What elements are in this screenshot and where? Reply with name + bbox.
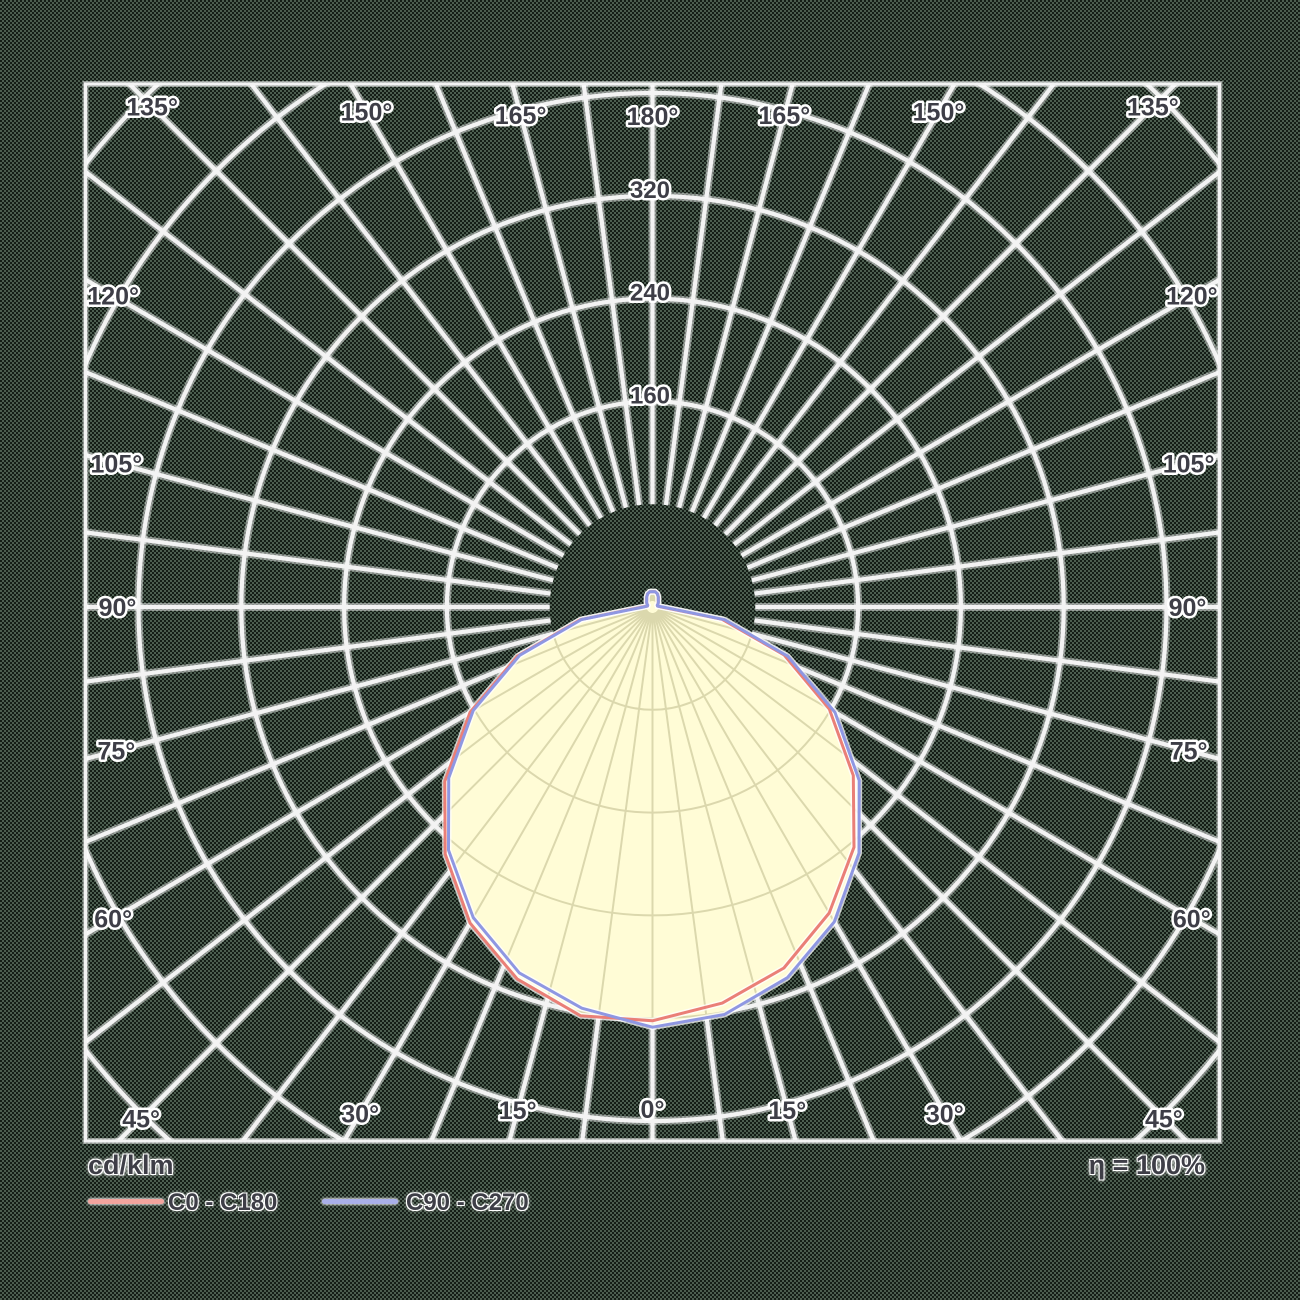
angle-label: 75° (1170, 738, 1208, 766)
grid-ray (510, 84, 628, 509)
angle-label: 165° (759, 102, 811, 130)
grid-ray (85, 452, 554, 583)
radial-unit-label: cd/klm (88, 1150, 174, 1180)
grid-ray (433, 84, 616, 513)
grid-ray (85, 656, 565, 937)
inner-grid-ray (653, 612, 773, 1028)
grid-ray (85, 530, 551, 596)
angle-label: 150° (341, 99, 393, 127)
grid-ray (732, 169, 1220, 547)
angle-label: 45° (1145, 1105, 1183, 1133)
ring-label: 240 (630, 280, 670, 307)
grid-ray (702, 84, 957, 520)
inner-grid-ray (652, 612, 714, 1028)
angle-label: 15° (499, 1097, 537, 1125)
angle-label: 60° (1173, 905, 1211, 933)
angle-label: 45° (122, 1105, 160, 1133)
grid-ray (751, 452, 1220, 583)
grid-ray (348, 84, 603, 520)
grid-ray (85, 169, 573, 547)
inner-grid-ray (591, 612, 653, 1028)
inner-grid-ray (444, 607, 647, 728)
grid-ray (677, 84, 795, 509)
grid-ray (126, 84, 582, 536)
efficiency-label: η = 100% (1088, 1150, 1205, 1180)
ring-label: 320 (630, 177, 670, 204)
grid-ray (713, 84, 1057, 527)
grid-ray (754, 530, 1220, 596)
ring-label: 160 (630, 382, 670, 409)
angle-label: 135° (126, 94, 178, 122)
legend-swatch-c0 (88, 1199, 164, 1204)
inner-grid-ray (655, 611, 860, 973)
grid-ray (663, 84, 724, 506)
grid-ray (248, 84, 592, 527)
angle-label: 165° (495, 102, 547, 130)
ring-labels: 160 240 320 (627, 174, 672, 412)
grid-ray (85, 644, 559, 845)
angle-label: 120° (87, 283, 139, 311)
angle-label: 90° (1169, 594, 1207, 622)
legend-swatch-c90 (322, 1199, 398, 1204)
grid-ray (751, 631, 1220, 762)
angle-label: 120° (1166, 283, 1218, 311)
angle-label: 105° (1163, 450, 1215, 478)
grid-ray (754, 618, 1220, 684)
curve-fill-c0 (444, 591, 854, 1021)
intensity-curve-c90-c270 (447, 590, 861, 1029)
inner-grid-ray (444, 611, 650, 973)
legend-label-c0: C0 - C180 (168, 1189, 278, 1216)
grid-ray (85, 631, 554, 762)
angle-label: 135° (1127, 94, 1179, 122)
angle-label: 30° (926, 1100, 964, 1128)
angle-label: 90° (99, 594, 137, 622)
inner-grid-ray (532, 612, 652, 1028)
angle-label: 30° (341, 1100, 379, 1128)
angle-label: 150° (913, 99, 965, 127)
grid-ray (85, 369, 559, 570)
inner-grid-ray (656, 610, 860, 933)
angle-label: 0° (641, 1096, 665, 1124)
grid-ray (85, 277, 565, 558)
grid-ray (581, 84, 642, 506)
angle-label: 105° (91, 450, 143, 478)
angle-label: 75° (97, 738, 135, 766)
grid-ray (740, 656, 1220, 937)
angle-labels: 0° 15° 15° 30° 30° 45° 45° 60° 60° 75° 75° 90° 90° 10… (85, 91, 1220, 1136)
grid-ray (746, 644, 1220, 845)
inner-grid-ray (658, 607, 860, 728)
inner-grid-ray (444, 610, 649, 933)
inner-grid-ray (656, 609, 860, 888)
grid-ray (746, 369, 1220, 570)
grid-ray (85, 618, 551, 684)
grid-ray (740, 277, 1220, 558)
angle-label: 180° (627, 103, 679, 131)
grid-ray (689, 84, 872, 513)
angle-label: 15° (768, 1097, 806, 1125)
legend-label-c90: C90 - C270 (406, 1189, 529, 1216)
inner-grid-ray (444, 609, 649, 888)
plot-frame (84, 82, 1221, 1143)
inner-grid-ray (657, 608, 860, 784)
angle-label: 60° (94, 905, 132, 933)
grid-ray (723, 84, 1179, 536)
inner-grid-ray (444, 608, 648, 784)
